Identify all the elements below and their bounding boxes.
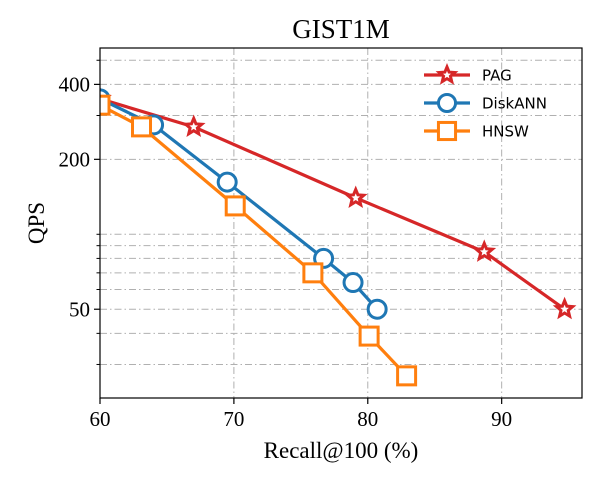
point-hnsw [358, 325, 380, 347]
y-axis-label: QPS [24, 202, 49, 244]
grid [99, 48, 582, 398]
y-tick-label: 200 [59, 148, 91, 172]
point-hnsw [224, 195, 246, 217]
plot-frame [99, 47, 583, 399]
series-hnsw [100, 94, 418, 387]
chart-title: GIST1M [292, 14, 390, 44]
point-pag [552, 296, 577, 320]
point-pag [343, 185, 368, 208]
x-axis-label: Recall@100 (%) [264, 438, 419, 463]
x-tick-label: 80 [357, 407, 378, 431]
x-tick-label: 60 [90, 407, 111, 431]
x-tick-label: 90 [491, 407, 512, 431]
point-diskann [342, 272, 364, 294]
legend-label-diskann: DiskANN [482, 94, 547, 112]
point-hnsw [131, 116, 153, 138]
legend: PAG DiskANN HNSW [424, 62, 547, 142]
legend-item-diskann: DiskANN [424, 92, 547, 114]
legend-marker-pag [435, 62, 459, 85]
x-tick-label: 70 [223, 407, 244, 431]
point-pag [472, 239, 497, 262]
legend-label-hnsw: HNSW [482, 122, 529, 140]
point-diskann [216, 171, 238, 193]
point-hnsw [100, 94, 111, 116]
legend-item-pag: PAG [424, 62, 512, 85]
ticks: 60 70 80 90 50 200 400 [59, 59, 512, 431]
y-tick-label: 400 [59, 73, 91, 97]
legend-marker-hnsw [436, 120, 458, 142]
point-diskann [366, 298, 388, 320]
legend-marker-diskann [436, 92, 458, 114]
series-pag [100, 86, 577, 320]
point-hnsw [302, 262, 324, 284]
point-hnsw [396, 365, 418, 387]
series-group [100, 86, 577, 387]
point-pag [181, 114, 206, 137]
legend-label-pag: PAG [482, 66, 512, 84]
y-tick-label: 50 [69, 298, 90, 322]
legend-item-hnsw: HNSW [424, 120, 529, 142]
